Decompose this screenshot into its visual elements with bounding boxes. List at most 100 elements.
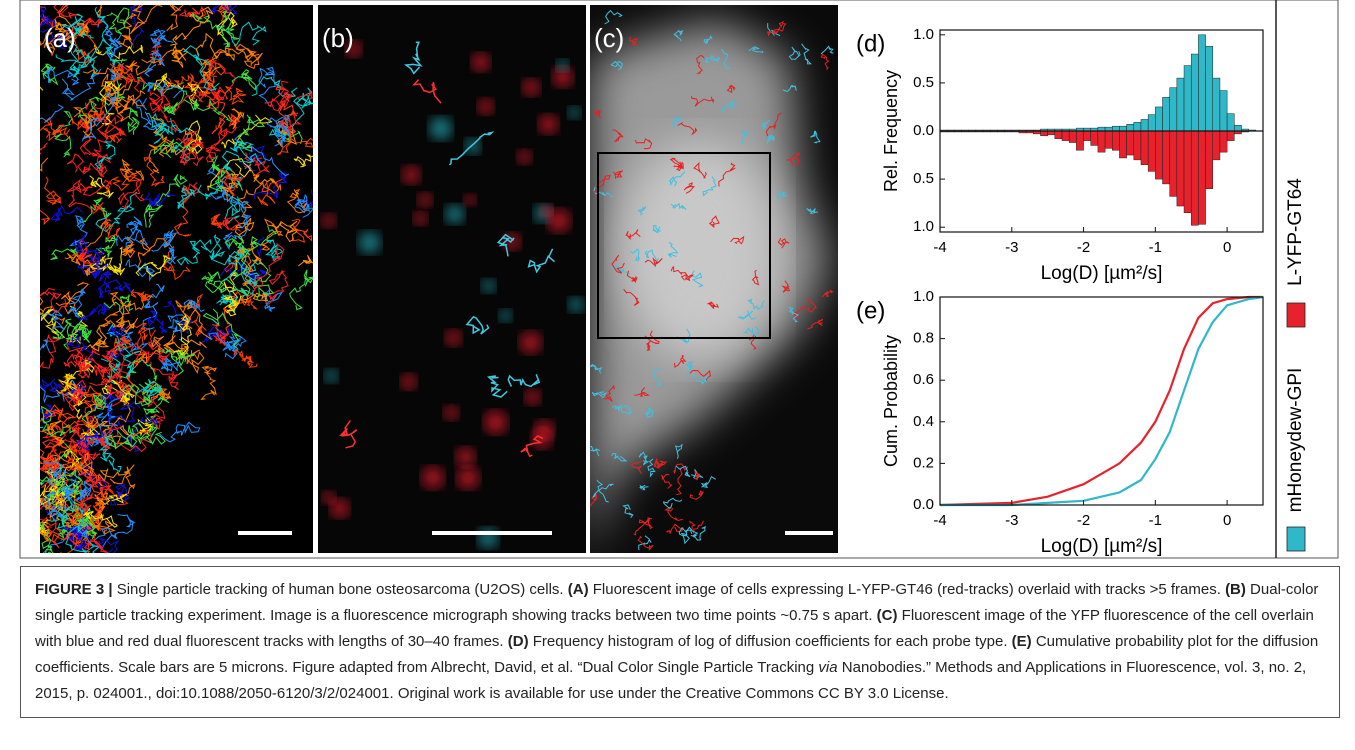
track bbox=[94, 141, 116, 172]
track bbox=[652, 225, 662, 234]
track bbox=[40, 21, 68, 50]
track bbox=[40, 31, 53, 46]
track bbox=[130, 342, 174, 363]
track bbox=[820, 45, 834, 55]
track bbox=[142, 283, 165, 330]
track bbox=[68, 178, 104, 214]
track bbox=[69, 323, 92, 341]
track bbox=[266, 114, 290, 134]
bar bbox=[1155, 130, 1163, 180]
track bbox=[42, 423, 75, 447]
bar bbox=[1219, 130, 1228, 153]
track bbox=[126, 216, 149, 245]
track bbox=[264, 92, 294, 112]
track bbox=[592, 489, 609, 503]
bar bbox=[1162, 97, 1170, 132]
track bbox=[82, 470, 97, 501]
track bbox=[737, 310, 757, 320]
track bbox=[73, 494, 102, 514]
track bbox=[168, 74, 198, 91]
panel-label: (e) bbox=[856, 297, 885, 324]
spot bbox=[445, 204, 465, 224]
track bbox=[93, 492, 108, 523]
caption-tag: (B) bbox=[1225, 581, 1246, 598]
track bbox=[634, 386, 650, 397]
track bbox=[143, 393, 170, 416]
track bbox=[138, 380, 165, 396]
track bbox=[271, 220, 298, 243]
track bbox=[660, 473, 673, 489]
track bbox=[721, 100, 738, 113]
track bbox=[260, 218, 284, 251]
track bbox=[129, 5, 163, 35]
track bbox=[95, 233, 118, 258]
track bbox=[68, 40, 81, 78]
bar bbox=[1212, 130, 1221, 161]
track bbox=[786, 152, 800, 167]
track bbox=[135, 97, 161, 131]
track bbox=[629, 36, 638, 46]
spot bbox=[547, 209, 571, 233]
track bbox=[178, 6, 207, 19]
y-tick-label: 1.0 bbox=[913, 26, 934, 43]
spot bbox=[517, 149, 532, 165]
track bbox=[258, 66, 276, 105]
line bbox=[939, 295, 1263, 507]
track bbox=[40, 287, 68, 314]
bar bbox=[1126, 130, 1135, 156]
track bbox=[50, 205, 84, 222]
track bbox=[638, 484, 649, 491]
track bbox=[82, 91, 117, 143]
track bbox=[153, 72, 185, 91]
track bbox=[151, 236, 178, 265]
track bbox=[703, 35, 713, 45]
track bbox=[149, 29, 174, 49]
track bbox=[115, 315, 139, 334]
track bbox=[80, 452, 109, 491]
track bbox=[166, 5, 192, 32]
track bbox=[683, 182, 695, 194]
track bbox=[188, 73, 226, 101]
figure: (a) (b) (c) (d) 1.0 0.5 0.0 0.5 1.0 -4 -3 -2 -1 0 L… bbox=[19, 0, 1339, 559]
spot bbox=[330, 498, 350, 519]
track bbox=[60, 447, 84, 474]
track bbox=[766, 135, 775, 145]
track bbox=[231, 69, 257, 91]
track bbox=[286, 188, 308, 214]
track bbox=[79, 303, 110, 322]
track bbox=[121, 236, 136, 259]
track bbox=[92, 203, 121, 242]
track bbox=[670, 265, 692, 278]
cell-bright bbox=[620, 140, 780, 360]
track bbox=[40, 15, 73, 47]
spot bbox=[455, 447, 476, 467]
tracks-c bbox=[590, 9, 834, 551]
y-tick-label: 1.0 bbox=[913, 288, 934, 305]
caption-label: FIGURE 3 | bbox=[35, 581, 113, 598]
track bbox=[187, 82, 208, 107]
track bbox=[205, 127, 223, 163]
track bbox=[43, 176, 62, 205]
track bbox=[177, 349, 205, 374]
track bbox=[218, 167, 245, 196]
track bbox=[243, 152, 271, 177]
track bbox=[120, 158, 144, 181]
x-tick-label: -3 bbox=[1005, 239, 1018, 256]
spot bbox=[321, 213, 336, 228]
track bbox=[704, 54, 721, 63]
track bbox=[73, 359, 91, 379]
track bbox=[210, 213, 225, 230]
track bbox=[216, 11, 238, 48]
track bbox=[265, 239, 284, 262]
track bbox=[295, 87, 313, 109]
track bbox=[685, 361, 694, 376]
track bbox=[592, 109, 601, 119]
track bbox=[676, 467, 683, 496]
track bbox=[693, 161, 707, 179]
track bbox=[673, 463, 689, 475]
track bbox=[278, 102, 298, 134]
track bbox=[620, 404, 633, 415]
track bbox=[707, 301, 720, 309]
x-axis-title: Log(D) [µm²/s] bbox=[1041, 263, 1163, 284]
bar bbox=[1183, 65, 1192, 132]
